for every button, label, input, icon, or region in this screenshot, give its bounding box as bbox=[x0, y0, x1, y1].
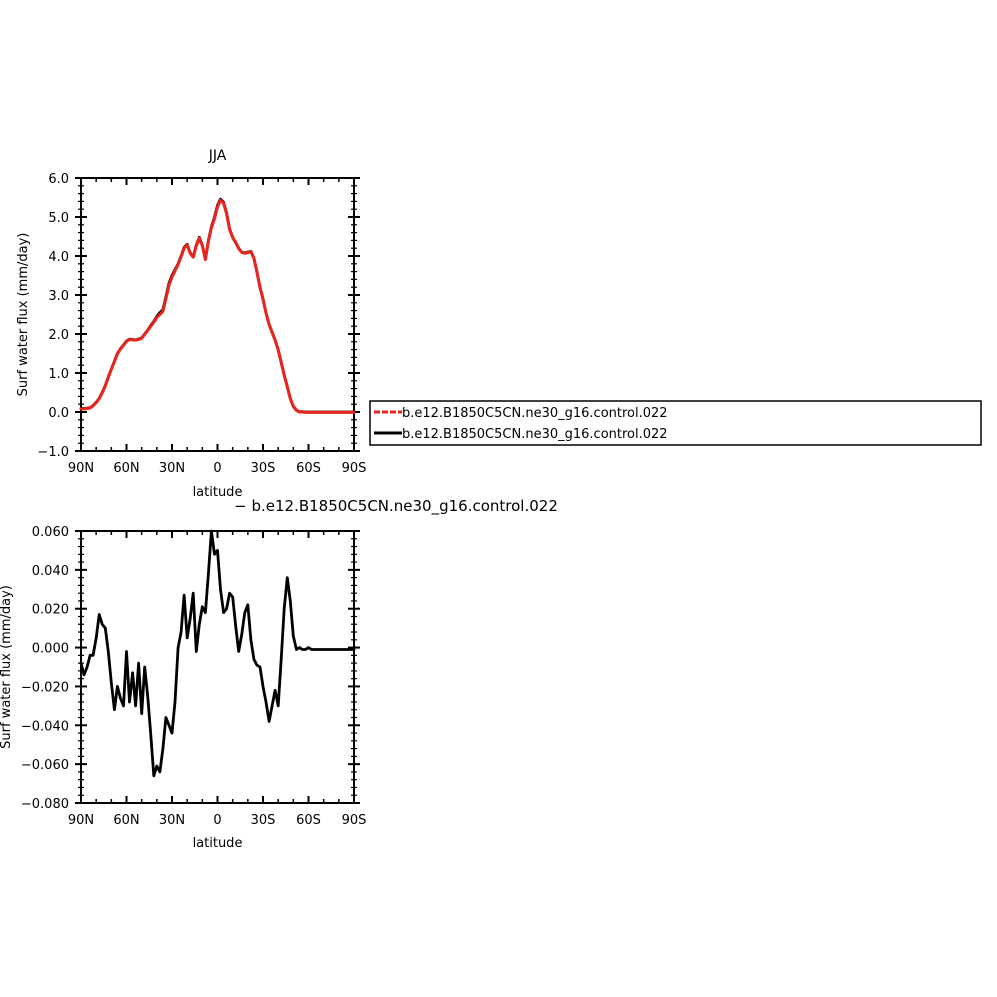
y-tick-label: 2.0 bbox=[48, 328, 69, 343]
x-tick-label: 0 bbox=[213, 461, 221, 476]
plot-frame bbox=[80, 530, 355, 804]
y-tick-label: −0.060 bbox=[21, 758, 69, 773]
y-tick-label: 0.060 bbox=[32, 525, 69, 540]
series-line-1 bbox=[79, 197, 356, 414]
series-line-2 bbox=[79, 198, 356, 414]
x-tick-label: 0 bbox=[213, 813, 221, 828]
x-tick-label: 90N bbox=[68, 461, 94, 476]
y-tick-label: 0.040 bbox=[32, 564, 69, 579]
chart-title: − b.e12.B1850C5CN.ne30_g16.control.022 bbox=[234, 497, 558, 516]
legend-box bbox=[369, 400, 982, 446]
x-axis-label: latitude bbox=[193, 836, 243, 851]
y-axis-label: Surf water flux (mm/day) bbox=[16, 233, 31, 397]
y-tick-label: 0.0 bbox=[48, 406, 69, 421]
x-tick-label: 90S bbox=[342, 813, 367, 828]
series-line-1 bbox=[79, 529, 356, 778]
y-tick-label: 0.000 bbox=[32, 642, 69, 657]
x-tick-label: 30N bbox=[159, 461, 185, 476]
x-tick-label: 30N bbox=[159, 813, 185, 828]
x-axis-label: latitude bbox=[193, 485, 243, 500]
chart-panel-2: 90N 60N 30N 0 30S 60S 90S 0.060 0.040 0.020 0.000 −… bbox=[0, 497, 558, 851]
y-tick-label: 3.0 bbox=[48, 289, 69, 304]
x-tick-label: 60S bbox=[296, 461, 321, 476]
y-tick-label: 4.0 bbox=[48, 250, 69, 265]
chart-title: JJA bbox=[208, 148, 227, 164]
x-tick-label: 60N bbox=[113, 461, 139, 476]
y-tick-label: −0.040 bbox=[21, 719, 69, 734]
x-tick-label: 60S bbox=[296, 813, 321, 828]
legend-label: b.e12.B1850C5CN.ne30_g16.control.022 bbox=[402, 406, 668, 421]
legend-label: b.e12.B1850C5CN.ne30_g16.control.022 bbox=[402, 427, 668, 442]
plot-frame bbox=[80, 177, 355, 452]
x-tick-label: 90N bbox=[68, 813, 94, 828]
chart-panel-1: 90N 60N 30N 0 30S 60S 90S 6.0 5.0 4.0 3.0 2.0 1.0 0.0… bbox=[16, 148, 982, 500]
x-tick-label: 30S bbox=[251, 461, 276, 476]
y-tick-label: 6.0 bbox=[48, 172, 69, 187]
x-tick-label: 30S bbox=[251, 813, 276, 828]
y-tick-label: 0.020 bbox=[32, 603, 69, 618]
y-tick-label: 1.0 bbox=[48, 367, 69, 382]
x-tick-label: 90S bbox=[342, 461, 367, 476]
y-tick-label: 5.0 bbox=[48, 211, 69, 226]
y-axis-label: Surf water flux (mm/day) bbox=[0, 585, 14, 749]
y-tick-label: −0.020 bbox=[21, 680, 69, 695]
y-tick-label: −1.0 bbox=[37, 445, 69, 460]
y-tick-label: −0.080 bbox=[21, 797, 69, 812]
x-tick-label: 60N bbox=[113, 813, 139, 828]
